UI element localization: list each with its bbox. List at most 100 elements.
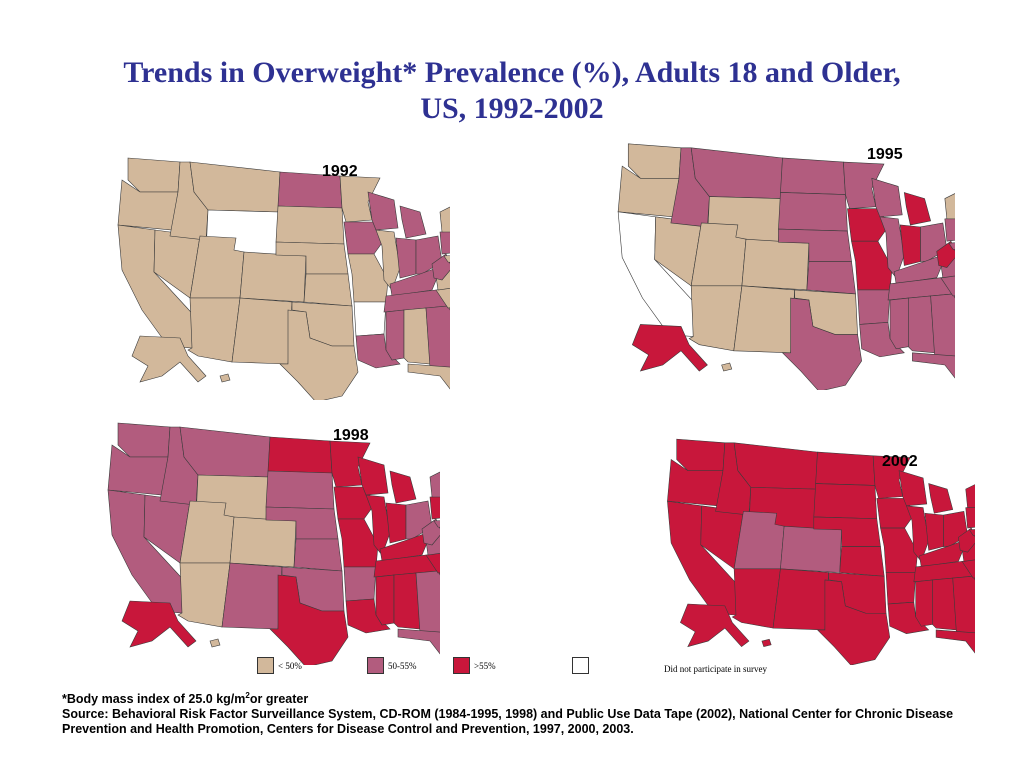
map-1992-svg bbox=[117, 157, 450, 400]
state-wv-1995 bbox=[936, 240, 955, 268]
state-ny-2002 bbox=[965, 484, 975, 508]
page-title: Trends in Overweight* Prevalence (%), Ad… bbox=[0, 55, 1024, 127]
legend-label-50to55: 50-55% bbox=[388, 660, 417, 671]
state-pa-2002 bbox=[965, 506, 975, 529]
map-1998-svg bbox=[107, 422, 440, 665]
state-md-2002 bbox=[968, 529, 975, 537]
state-la-1992 bbox=[355, 333, 401, 369]
state-co-1998 bbox=[229, 516, 297, 568]
state-wv-2002 bbox=[958, 527, 975, 553]
state-wa-2002 bbox=[676, 438, 726, 471]
state-sd-2002 bbox=[813, 483, 878, 520]
state-la-1998 bbox=[345, 598, 391, 634]
state-nc-1995 bbox=[940, 275, 955, 297]
state-hi-2002 bbox=[761, 638, 772, 647]
us-map-1995 bbox=[610, 135, 955, 390]
state-ia-1998 bbox=[333, 486, 375, 520]
state-al-1998 bbox=[393, 572, 421, 630]
legend-gt55: >55% bbox=[453, 657, 496, 674]
state-al-1992 bbox=[403, 307, 431, 365]
state-mo-1998 bbox=[337, 518, 379, 568]
state-ia-1995 bbox=[847, 208, 889, 242]
state-mt-1992 bbox=[189, 161, 281, 213]
states-1998 bbox=[107, 422, 440, 665]
state-ms-1998 bbox=[375, 574, 395, 626]
state-fl-1998 bbox=[397, 628, 440, 655]
state-nm-1992 bbox=[231, 297, 293, 365]
legend-label-lt50: < 50% bbox=[278, 660, 302, 671]
state-mo-1992 bbox=[347, 253, 389, 303]
state-ga-1995 bbox=[930, 293, 955, 358]
legend-label-none: Did not participate in survey bbox=[664, 664, 767, 674]
state-md-1995 bbox=[948, 242, 955, 250]
state-tx-2002 bbox=[816, 579, 891, 665]
state-az-2002 bbox=[731, 568, 781, 629]
state-wi-1995 bbox=[871, 177, 903, 218]
title-line-1: Trends in Overweight* Prevalence (%), Ad… bbox=[123, 56, 901, 89]
state-ny-1995 bbox=[944, 193, 955, 220]
state-mo-2002 bbox=[880, 527, 918, 573]
state-tx-1998 bbox=[269, 574, 349, 665]
state-in-1995 bbox=[899, 224, 921, 266]
title-line-2: US, 1992-2002 bbox=[420, 92, 604, 125]
state-wa-1998 bbox=[117, 422, 171, 458]
us-map-2002 bbox=[660, 430, 975, 665]
state-ak-1998 bbox=[121, 600, 197, 648]
state-nm-1998 bbox=[221, 562, 283, 630]
state-az-1995 bbox=[688, 285, 743, 352]
state-fl-1995 bbox=[912, 352, 955, 379]
state-ak-1992 bbox=[131, 335, 207, 383]
state-ks-2002 bbox=[839, 546, 885, 577]
state-nm-2002 bbox=[772, 568, 829, 631]
state-hi-1998 bbox=[209, 638, 221, 648]
state-hi-1995 bbox=[721, 362, 733, 372]
state-ms-2002 bbox=[915, 579, 933, 627]
year-label-1995: 1995 bbox=[867, 146, 903, 163]
state-al-1995 bbox=[908, 295, 936, 354]
state-co-1992 bbox=[239, 251, 307, 303]
state-in-2002 bbox=[924, 512, 944, 551]
states-2002 bbox=[667, 438, 975, 665]
year-label-1998: 1998 bbox=[333, 427, 369, 444]
state-pa-1998 bbox=[429, 496, 440, 520]
state-fl-2002 bbox=[935, 629, 975, 654]
legend-swatch-lt50 bbox=[257, 657, 274, 674]
state-pa-1992 bbox=[439, 231, 450, 255]
source-note: Source: Behavioral Risk Factor Surveilla… bbox=[62, 707, 954, 737]
state-mi-1998 bbox=[389, 470, 417, 504]
state-ak-1995 bbox=[631, 324, 708, 372]
year-label-2002: 2002 bbox=[882, 453, 918, 470]
map-2002-svg bbox=[667, 438, 975, 665]
state-nd-1995 bbox=[780, 157, 846, 195]
state-wv-1998 bbox=[421, 518, 440, 546]
state-co-2002 bbox=[780, 525, 842, 573]
state-sd-1992 bbox=[275, 205, 345, 245]
state-ny-1992 bbox=[439, 206, 450, 233]
bmi-note: *Body mass index of 25.0 kg/m2or greater bbox=[62, 688, 982, 707]
state-wv-1992 bbox=[431, 253, 450, 281]
state-ar-1995 bbox=[857, 289, 891, 325]
state-wi-1998 bbox=[357, 456, 389, 496]
state-ar-1998 bbox=[343, 566, 377, 602]
state-ms-1995 bbox=[889, 297, 909, 350]
legend-none bbox=[572, 657, 593, 674]
state-ia-2002 bbox=[876, 498, 915, 529]
state-in-1998 bbox=[385, 502, 407, 544]
state-nc-1998 bbox=[425, 552, 440, 574]
legend-swatch-50to55 bbox=[367, 657, 384, 674]
state-mi-2002 bbox=[928, 483, 954, 514]
state-md-1998 bbox=[433, 520, 440, 528]
state-nc-2002 bbox=[961, 559, 975, 579]
state-nd-1998 bbox=[267, 436, 333, 474]
state-ks-1995 bbox=[806, 261, 856, 295]
state-mt-1995 bbox=[690, 147, 783, 199]
state-tx-1992 bbox=[279, 309, 359, 400]
state-wa-1995 bbox=[627, 143, 682, 179]
legend-label-gt55: >55% bbox=[474, 660, 496, 671]
state-la-2002 bbox=[887, 601, 930, 634]
state-md-1992 bbox=[443, 255, 450, 263]
state-al-2002 bbox=[932, 577, 957, 631]
state-mt-2002 bbox=[733, 442, 818, 490]
state-la-1995 bbox=[859, 322, 905, 358]
us-map-1998 bbox=[100, 415, 440, 665]
